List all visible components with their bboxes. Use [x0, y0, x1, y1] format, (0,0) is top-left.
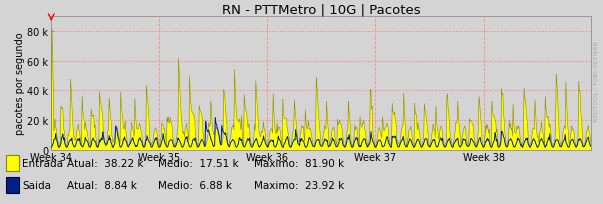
Text: RRDTOOL / TOBI OETIKER: RRDTOOL / TOBI OETIKER	[594, 41, 599, 122]
Text: Atual:  8.84 k: Atual: 8.84 k	[68, 180, 137, 190]
Text: Maximo:  23.92 k: Maximo: 23.92 k	[254, 180, 345, 190]
Title: RN - PTTMetro | 10G | Pacotes: RN - PTTMetro | 10G | Pacotes	[222, 3, 420, 16]
Text: Entrada: Entrada	[22, 158, 63, 168]
Text: Atual:  38.22 k: Atual: 38.22 k	[68, 158, 144, 168]
Y-axis label: pacotes por segundo: pacotes por segundo	[14, 33, 25, 135]
Text: Medio:  6.88 k: Medio: 6.88 k	[158, 180, 232, 190]
Bar	[6, 177, 19, 193]
Text: Medio:  17.51 k: Medio: 17.51 k	[158, 158, 239, 168]
Text: Maximo:  81.90 k: Maximo: 81.90 k	[254, 158, 344, 168]
Bar	[6, 155, 19, 171]
Text: Saida: Saida	[22, 180, 51, 190]
